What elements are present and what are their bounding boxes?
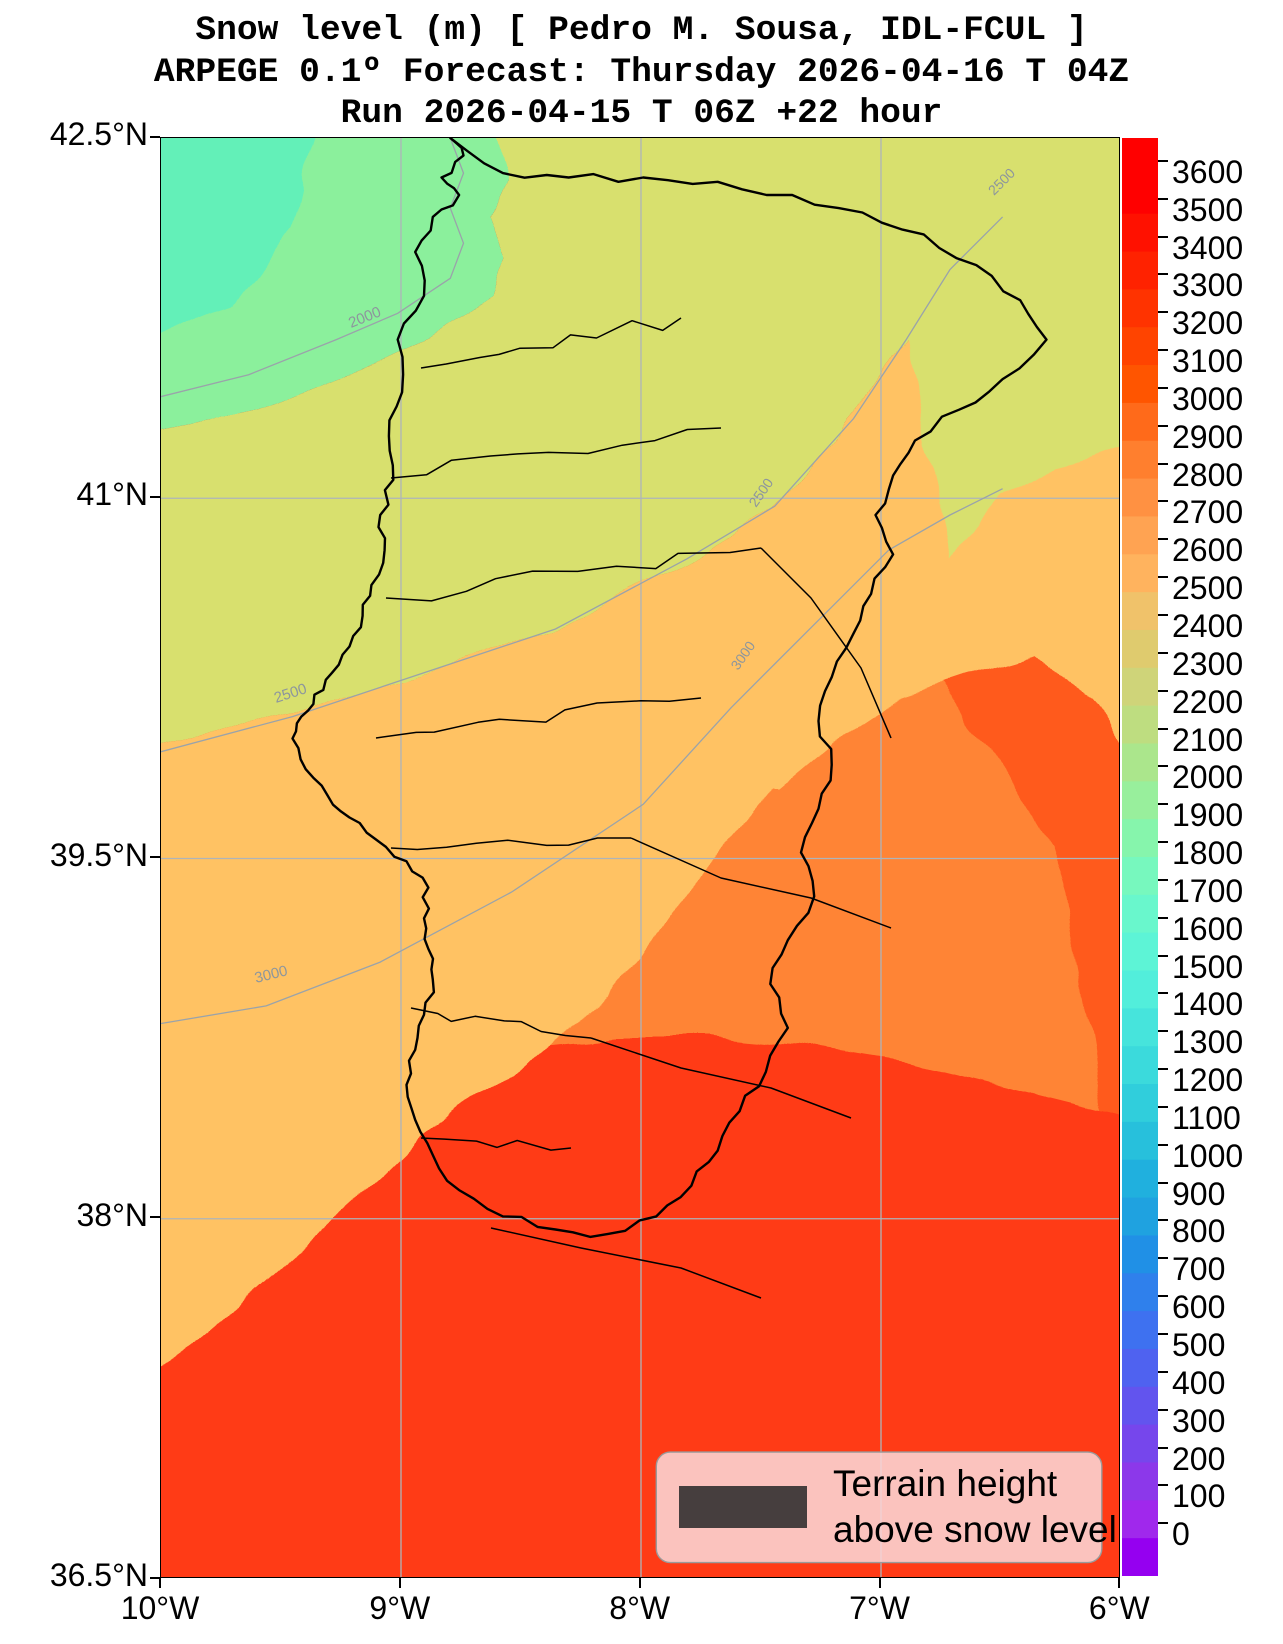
svg-text:above snow level: above snow level (833, 1509, 1117, 1550)
svg-text:Terrain height: Terrain height (833, 1463, 1058, 1504)
